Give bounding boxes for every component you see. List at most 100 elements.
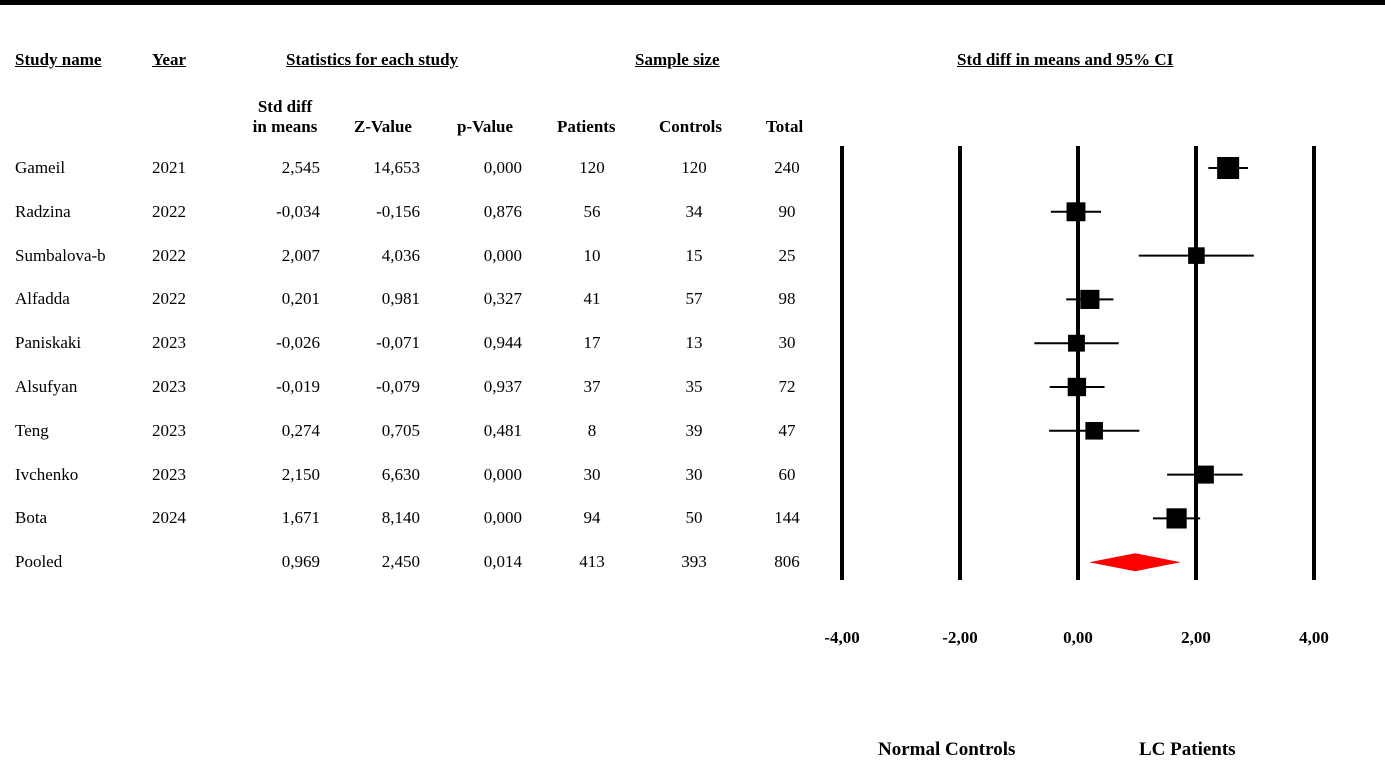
cell-study-name: Alsufyan: [15, 377, 78, 396]
cell-std-diff: 2,007: [281, 245, 320, 265]
cell-std-diff: 0,969: [281, 552, 320, 572]
header-total: Total: [766, 117, 804, 136]
cell-total: 240: [774, 158, 800, 177]
cell-study-name: Paniskaki: [15, 333, 82, 353]
x-tick-label: 0,00: [1063, 628, 1093, 647]
cell-total: 98: [778, 289, 796, 309]
cell-total: 47: [778, 420, 796, 440]
cell-patients: 94: [583, 508, 601, 528]
cell-year: 2023: [152, 464, 186, 484]
study-marker: [1068, 334, 1085, 352]
cell-z-value: 4,036: [381, 245, 420, 265]
cell-study-name: Ivchenko: [15, 464, 79, 484]
cell-std-diff: 0,274: [281, 420, 320, 440]
footer-normal-controls: Normal Controls: [878, 739, 1016, 760]
cell-study-name: Radzina: [15, 201, 71, 221]
cell-z-value: 14,653: [373, 158, 420, 177]
header-controls: Controls: [659, 117, 722, 136]
study-marker: [1066, 202, 1086, 222]
cell-p-value: 0,937: [483, 377, 522, 396]
cell-controls: 39: [685, 420, 703, 440]
header-std-diff-line1: Std diff: [257, 97, 313, 116]
cell-patients: 56: [583, 201, 601, 221]
cell-p-value: 0,481: [483, 420, 522, 440]
cell-z-value: 0,705: [381, 420, 420, 440]
cell-z-value: 8,140: [381, 508, 420, 528]
cell-study-name: Gameil: [15, 158, 66, 177]
cell-study-name: Teng: [15, 420, 49, 440]
header-sample-size-group: Sample size: [635, 50, 720, 69]
cell-std-diff: 1,671: [281, 508, 320, 528]
top-rule: [0, 0, 1385, 5]
cell-year: 2023: [152, 377, 186, 396]
cell-controls: 120: [681, 158, 707, 177]
header-statistics-group: Statistics for each study: [286, 50, 459, 69]
cell-patients: 8: [587, 420, 597, 440]
cell-total: 90: [778, 201, 796, 221]
cell-z-value: -0,156: [376, 201, 420, 221]
cell-controls: 13: [685, 333, 703, 353]
header-p-value: p-Value: [457, 117, 514, 136]
cell-z-value: -0,071: [376, 333, 420, 353]
cell-year: 2023: [152, 420, 186, 440]
cell-p-value: 0,327: [483, 289, 522, 309]
cell-controls: 15: [685, 245, 703, 265]
cell-std-diff: -0,034: [276, 201, 320, 221]
cell-total: 806: [774, 552, 800, 572]
cell-year: 2023: [152, 333, 186, 353]
cell-p-value: 0,876: [483, 201, 522, 221]
study-marker: [1188, 247, 1205, 264]
cell-controls: 50: [685, 508, 703, 528]
study-marker: [1085, 422, 1103, 440]
cell-std-diff: -0,019: [276, 377, 320, 396]
cell-patients: 10: [583, 245, 601, 265]
cell-patients: 37: [583, 377, 601, 396]
cell-total: 25: [778, 245, 796, 265]
cell-year: 2024: [152, 508, 186, 528]
header-study-name: Study name: [15, 50, 102, 69]
cell-p-value: 0,000: [483, 508, 522, 528]
cell-patients: 41: [583, 289, 601, 309]
header-plot-title: Std diff in means and 95% CI: [957, 50, 1174, 69]
cell-std-diff: -0,026: [276, 333, 320, 353]
pooled-diamond: [1089, 553, 1181, 572]
cell-p-value: 0,000: [483, 464, 522, 484]
cell-year: 2022: [152, 245, 186, 265]
study-marker: [1166, 508, 1187, 529]
cell-controls: 393: [681, 552, 707, 572]
cell-patients: 17: [583, 333, 601, 353]
cell-study-name: Sumbalova-b: [15, 245, 106, 265]
study-marker: [1217, 157, 1240, 179]
cell-patients: 120: [579, 158, 605, 177]
cell-year: 2022: [152, 289, 186, 309]
cell-year: 2021: [152, 158, 186, 177]
cell-std-diff: 0,201: [281, 289, 320, 309]
header-patients: Patients: [557, 117, 616, 136]
x-tick-label: 4,00: [1299, 628, 1329, 647]
cell-study-name: Alfadda: [15, 289, 70, 309]
cell-total: 60: [778, 464, 796, 484]
header-std-diff-line2: in means: [252, 117, 318, 136]
cell-std-diff: 2,545: [281, 158, 320, 177]
study-marker: [1195, 465, 1214, 484]
header-year: Year: [152, 50, 186, 69]
cell-z-value: 2,450: [381, 552, 420, 572]
cell-z-value: 0,981: [381, 289, 420, 309]
cell-total: 30: [778, 333, 796, 353]
cell-z-value: 6,630: [381, 464, 420, 484]
cell-std-diff: 2,150: [281, 464, 320, 484]
study-marker: [1067, 377, 1087, 397]
x-tick-label: -2,00: [942, 628, 977, 647]
x-tick-label: -4,00: [824, 628, 859, 647]
cell-total: 72: [778, 377, 796, 396]
cell-study-name: Bota: [15, 508, 48, 528]
cell-controls: 57: [685, 289, 703, 309]
cell-p-value: 0,000: [483, 158, 522, 177]
cell-controls: 35: [685, 377, 703, 396]
footer-lc-patients: LC Patients: [1139, 739, 1236, 760]
header-z-value: Z-Value: [354, 117, 412, 136]
cell-controls: 34: [685, 201, 703, 221]
x-tick-label: 2,00: [1181, 628, 1211, 647]
study-marker: [1080, 289, 1100, 309]
